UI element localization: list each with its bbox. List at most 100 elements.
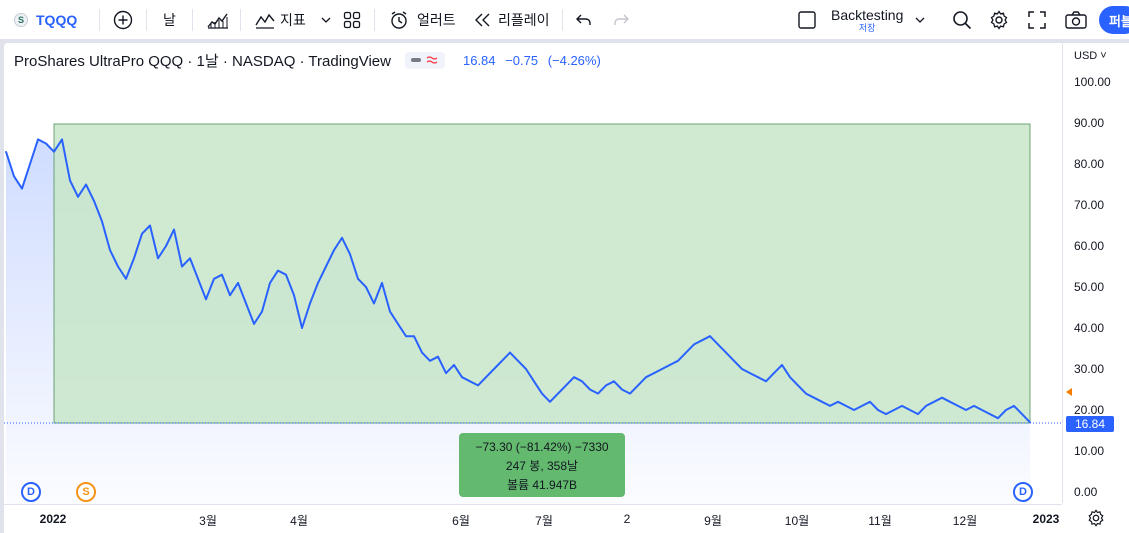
chevron-down-icon: ˅ [1097,50,1107,62]
price-point [221,273,223,276]
price-point [653,372,655,374]
legend-change: −0.75 [505,52,539,68]
price-point [165,245,167,247]
price-point [173,228,175,231]
price-point [69,179,71,182]
price-point [469,380,471,383]
price-point [661,368,663,370]
time-tick-label: 3월 [199,514,217,528]
price-tick-label: 40.00 [1074,321,1105,335]
axis-settings-button[interactable] [1087,509,1105,532]
price-point [13,175,15,178]
search-button[interactable] [952,0,972,40]
currency-selector[interactable]: USD ˅ [1074,50,1107,62]
price-point [365,286,367,288]
price-point [989,413,991,415]
price-points [5,138,1031,424]
price-point [717,343,719,346]
price-point [741,368,743,370]
fullscreen-button[interactable] [1028,0,1046,40]
price-point [829,405,831,407]
measure-label: −73.30 (−81.42%) −7330 247 봉, 358날 볼륨 41… [459,433,625,497]
price-tick-label: 70.00 [1074,198,1105,212]
dividend-marker[interactable]: D [1013,482,1033,502]
compare-button[interactable] [113,0,133,40]
time-tick-label: 9월 [704,514,722,528]
price-point [389,310,391,313]
price-tick-label: 0.00 [1074,485,1098,499]
price-point [269,282,271,284]
price-point [117,265,119,268]
price-point [981,409,983,411]
layout-button[interactable] [343,0,361,40]
price-point [109,249,111,251]
price-point [733,360,735,362]
measure-change: −73.30 (−81.42%) −7330 [475,440,609,454]
price-point [621,388,623,391]
price-point [45,142,47,145]
price-point [237,282,239,284]
time-axis[interactable] [4,504,1062,533]
price-point [485,376,487,379]
price-point [861,405,863,407]
price-point [533,380,535,383]
square-icon [798,11,816,29]
gear-icon [990,10,1008,30]
price-point [549,401,551,403]
measure-range-box[interactable] [53,123,1031,424]
price-point [637,384,639,387]
price-tick-label: 60.00 [1074,239,1105,253]
price-point [21,187,23,190]
price-axis[interactable] [1062,43,1129,503]
price-alert-marker[interactable] [1066,388,1072,396]
dividend-marker[interactable]: D [21,482,41,502]
price-point [189,257,191,260]
price-point [157,257,159,260]
layout-name: Backtesting [831,6,904,23]
price-point [1029,421,1031,424]
price-point [29,163,31,165]
undo-icon [576,14,591,25]
price-point [813,396,815,399]
price-point [997,417,999,420]
chart-type-button[interactable] [207,0,229,40]
publish-button[interactable]: 퍼블 [1099,6,1129,34]
price-point [1013,405,1015,407]
replay-button[interactable]: 리플레이 [474,0,550,40]
legend-toggle[interactable] [404,51,445,69]
price-point [61,138,63,141]
price-point [789,376,791,379]
redo-button[interactable] [613,0,629,40]
price-point [781,364,783,366]
price-point [669,364,671,366]
price-point [941,396,943,399]
price-point [325,265,327,268]
price-point [725,351,727,354]
price-point [573,376,575,379]
price-point [917,413,919,415]
time-tick-label: 2022 [39,512,67,526]
price-point [613,380,615,383]
time-tick-label: 2 [623,512,631,526]
indicators-button[interactable]: 지표 [255,0,331,40]
price-point [93,200,95,202]
alert-button[interactable]: 얼러트 [389,0,456,40]
price-point [869,401,871,403]
price-point [413,335,415,338]
split-marker[interactable]: S [76,482,96,502]
snapshot-button[interactable] [1065,0,1087,40]
undo-button[interactable] [576,0,592,40]
replay-label: 리플레이 [498,12,550,28]
currency-label: USD [1074,50,1098,62]
price-tick-label: 90.00 [1074,116,1105,130]
price-point [85,183,87,186]
symbol-search[interactable]: S TQQQ [14,0,77,40]
gear-icon [1088,509,1104,527]
rewind-icon [475,13,490,27]
settings-button[interactable] [989,0,1009,40]
price-point [837,401,839,403]
backtesting-layout-button[interactable]: Backtesting 저장 [797,0,925,40]
interval-button[interactable]: 날 [163,0,176,40]
price-point [805,392,807,395]
